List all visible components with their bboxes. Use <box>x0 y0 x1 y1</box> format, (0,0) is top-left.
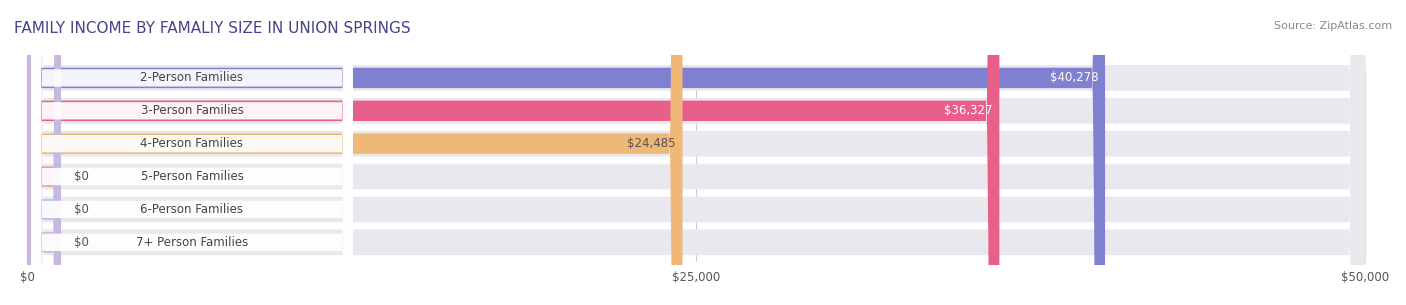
Text: $0: $0 <box>75 236 89 249</box>
Text: FAMILY INCOME BY FAMALIY SIZE IN UNION SPRINGS: FAMILY INCOME BY FAMALIY SIZE IN UNION S… <box>14 21 411 36</box>
FancyBboxPatch shape <box>28 0 1365 305</box>
FancyBboxPatch shape <box>28 0 1365 305</box>
Text: 3-Person Families: 3-Person Families <box>141 104 243 117</box>
Text: $24,485: $24,485 <box>627 137 676 150</box>
FancyBboxPatch shape <box>31 0 353 305</box>
Text: $36,327: $36,327 <box>945 104 993 117</box>
Text: $0: $0 <box>75 170 89 183</box>
Text: 6-Person Families: 6-Person Families <box>141 203 243 216</box>
Text: $0: $0 <box>75 203 89 216</box>
FancyBboxPatch shape <box>28 0 1000 305</box>
FancyBboxPatch shape <box>28 0 1365 305</box>
FancyBboxPatch shape <box>28 0 1105 305</box>
FancyBboxPatch shape <box>31 0 353 305</box>
Text: 5-Person Families: 5-Person Families <box>141 170 243 183</box>
FancyBboxPatch shape <box>28 0 1365 305</box>
FancyBboxPatch shape <box>28 0 60 305</box>
Text: $40,278: $40,278 <box>1050 71 1098 84</box>
Text: 4-Person Families: 4-Person Families <box>141 137 243 150</box>
FancyBboxPatch shape <box>28 0 60 305</box>
FancyBboxPatch shape <box>28 0 1365 305</box>
FancyBboxPatch shape <box>31 0 353 305</box>
FancyBboxPatch shape <box>28 0 60 305</box>
Text: 2-Person Families: 2-Person Families <box>141 71 243 84</box>
Text: Source: ZipAtlas.com: Source: ZipAtlas.com <box>1274 21 1392 31</box>
FancyBboxPatch shape <box>31 0 353 305</box>
Text: 7+ Person Families: 7+ Person Families <box>136 236 247 249</box>
FancyBboxPatch shape <box>31 0 353 305</box>
FancyBboxPatch shape <box>28 0 682 305</box>
FancyBboxPatch shape <box>28 0 1365 305</box>
FancyBboxPatch shape <box>31 0 353 305</box>
